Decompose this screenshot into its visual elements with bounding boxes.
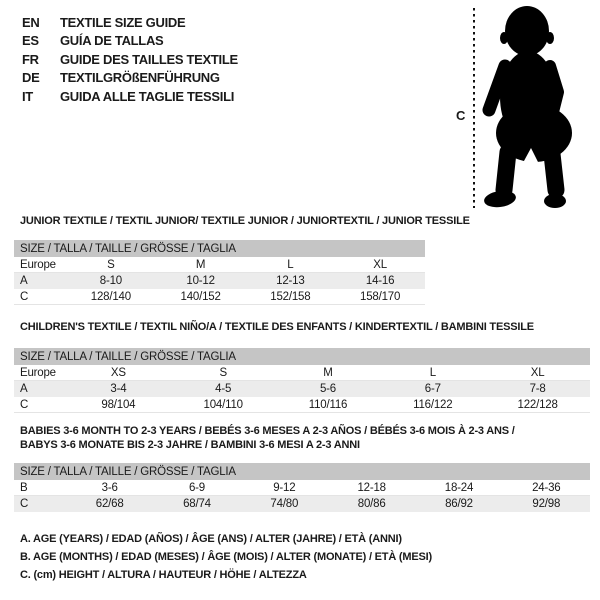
row-label: A <box>20 274 28 287</box>
height-cell: 140/152 <box>180 290 221 303</box>
babies-section-title: BABIES 3-6 MONTH TO 2-3 YEARS / BEBÉS 3-… <box>20 424 515 452</box>
months-cell: 3-6 <box>101 481 118 494</box>
baby-height-figure: C <box>450 0 600 215</box>
size-cell: XL <box>373 258 387 271</box>
lang-row-fr: FR GUIDE DES TAILLES TEXTILE <box>22 50 238 69</box>
note-age-months: B. AGE (MONTHS) / EDAD (MESES) / ÂGE (MO… <box>20 551 432 563</box>
size-header-bar: SIZE / TALLA / TAILLE / GRÖSSE / TAGLIA <box>14 240 425 257</box>
babies-title-line1: BABIES 3-6 MONTH TO 2-3 YEARS / BEBÉS 3-… <box>20 425 515 437</box>
age-cell: 7-8 <box>529 382 546 395</box>
row-label: C <box>20 398 29 411</box>
table-row-europe: Europe S M L XL <box>14 257 425 273</box>
lang-title: GUÍA DE TALLAS <box>60 33 164 49</box>
age-cell: 14-16 <box>365 274 395 287</box>
months-cell: 12-18 <box>357 481 386 494</box>
baby-silhouette-icon: C <box>456 6 572 208</box>
row-label: Europe <box>20 258 56 271</box>
months-cell: 6-9 <box>188 481 205 494</box>
age-cell: 3-4 <box>110 382 127 395</box>
height-cell: 86/92 <box>445 497 473 510</box>
height-cell: 62/68 <box>95 497 124 510</box>
age-cell: 4-5 <box>215 382 232 395</box>
age-cell: 10-12 <box>186 274 215 287</box>
height-cell: 104/110 <box>203 398 244 411</box>
size-header-bar: SIZE / TALLA / TAILLE / GRÖSSE / TAGLIA <box>14 348 590 365</box>
lang-row-it: IT GUIDA ALLE TAGLIE TESSILI <box>22 87 238 106</box>
lang-code: FR <box>22 51 39 67</box>
legend-notes: A. AGE (YEARS) / EDAD (AÑOS) / ÂGE (ANS)… <box>20 530 432 584</box>
size-cell: M <box>195 258 206 271</box>
language-title-list: EN TEXTILE SIZE GUIDE ES GUÍA DE TALLAS … <box>22 13 238 106</box>
row-label: C <box>20 497 29 510</box>
height-cell: 152/158 <box>270 290 311 303</box>
lang-title: GUIDE DES TAILLES TEXTILE <box>60 51 238 67</box>
height-cell: 98/104 <box>101 398 136 411</box>
table-row-age: A 3-4 4-5 5-6 6-7 7-8 <box>14 381 590 397</box>
height-cell: 128/140 <box>90 290 131 303</box>
size-cell: L <box>287 258 294 271</box>
lang-code: IT <box>22 88 33 104</box>
age-cell: 5-6 <box>319 382 336 395</box>
table-row-height: C 98/104 104/110 110/116 116/122 122/128 <box>14 397 590 413</box>
toddler-silhouette <box>482 6 572 208</box>
row-label: C <box>20 290 29 303</box>
children-section-title: CHILDREN'S TEXTILE / TEXTIL NIÑO/A / TEX… <box>20 321 534 333</box>
size-cell: S <box>107 258 115 271</box>
age-cell: 12-13 <box>276 274 305 287</box>
table-row-months: B 3-6 6-9 9-12 12-18 18-24 24-36 <box>14 480 590 496</box>
age-cell: 8-10 <box>99 274 122 287</box>
junior-section-title: JUNIOR TEXTILE / TEXTIL JUNIOR/ TEXTILE … <box>20 215 470 227</box>
lang-title: GUIDA ALLE TAGLIE TESSILI <box>60 88 235 104</box>
height-cell: 110/116 <box>308 398 348 411</box>
height-cell: 92/98 <box>532 497 561 510</box>
months-cell: 9-12 <box>273 481 296 494</box>
size-header-bar: SIZE / TALLA / TAILLE / GRÖSSE / TAGLIA <box>14 463 590 480</box>
lang-row-es: ES GUÍA DE TALLAS <box>22 32 238 51</box>
junior-size-table: SIZE / TALLA / TAILLE / GRÖSSE / TAGLIA … <box>14 240 425 305</box>
row-label: A <box>20 382 28 395</box>
lang-row-en: EN TEXTILE SIZE GUIDE <box>22 13 238 32</box>
lang-code: ES <box>22 33 39 49</box>
size-cell: XS <box>110 366 126 379</box>
lang-title: TEXTILE SIZE GUIDE <box>60 14 186 30</box>
children-size-table: SIZE / TALLA / TAILLE / GRÖSSE / TAGLIA … <box>14 348 590 413</box>
babies-title-line2: BABYS 3-6 MONATE BIS 2-3 JAHRE / BAMBINI… <box>20 439 360 451</box>
babies-size-table: SIZE / TALLA / TAILLE / GRÖSSE / TAGLIA … <box>14 463 590 512</box>
height-cell: 116/122 <box>413 398 453 411</box>
height-cell: 74/80 <box>270 497 299 510</box>
height-cell: 80/86 <box>357 497 386 510</box>
size-cell: S <box>219 366 227 379</box>
height-label: C <box>456 108 466 123</box>
table-row-europe: Europe XS S M L XL <box>14 365 590 381</box>
note-height-cm: C. (cm) HEIGHT / ALTURA / HAUTEUR / HÖHE… <box>20 569 307 581</box>
months-cell: 18-24 <box>444 481 474 494</box>
height-cell: 68/74 <box>183 497 211 510</box>
table-row-height: C 128/140 140/152 152/158 158/170 <box>14 289 425 305</box>
months-cell: 24-36 <box>532 481 561 494</box>
age-cell: 6-7 <box>424 382 441 395</box>
size-cell: L <box>429 366 436 379</box>
row-label: Europe <box>20 366 56 379</box>
size-cell: XL <box>530 366 545 379</box>
lang-row-de: DE TEXTILGRÖßENFÜHRUNG <box>22 69 238 88</box>
lang-code: EN <box>22 14 40 30</box>
lang-title: TEXTILGRÖßENFÜHRUNG <box>60 70 220 86</box>
height-cell: 122/128 <box>517 398 558 411</box>
row-label: B <box>20 481 28 494</box>
lang-code: DE <box>22 70 40 86</box>
height-cell: 158/170 <box>360 290 401 303</box>
table-row-height: C 62/68 68/74 74/80 80/86 86/92 92/98 <box>14 496 590 512</box>
size-cell: M <box>323 366 333 379</box>
table-row-age: A 8-10 10-12 12-13 14-16 <box>14 273 425 289</box>
note-age-years: A. AGE (YEARS) / EDAD (AÑOS) / ÂGE (ANS)… <box>20 533 402 545</box>
